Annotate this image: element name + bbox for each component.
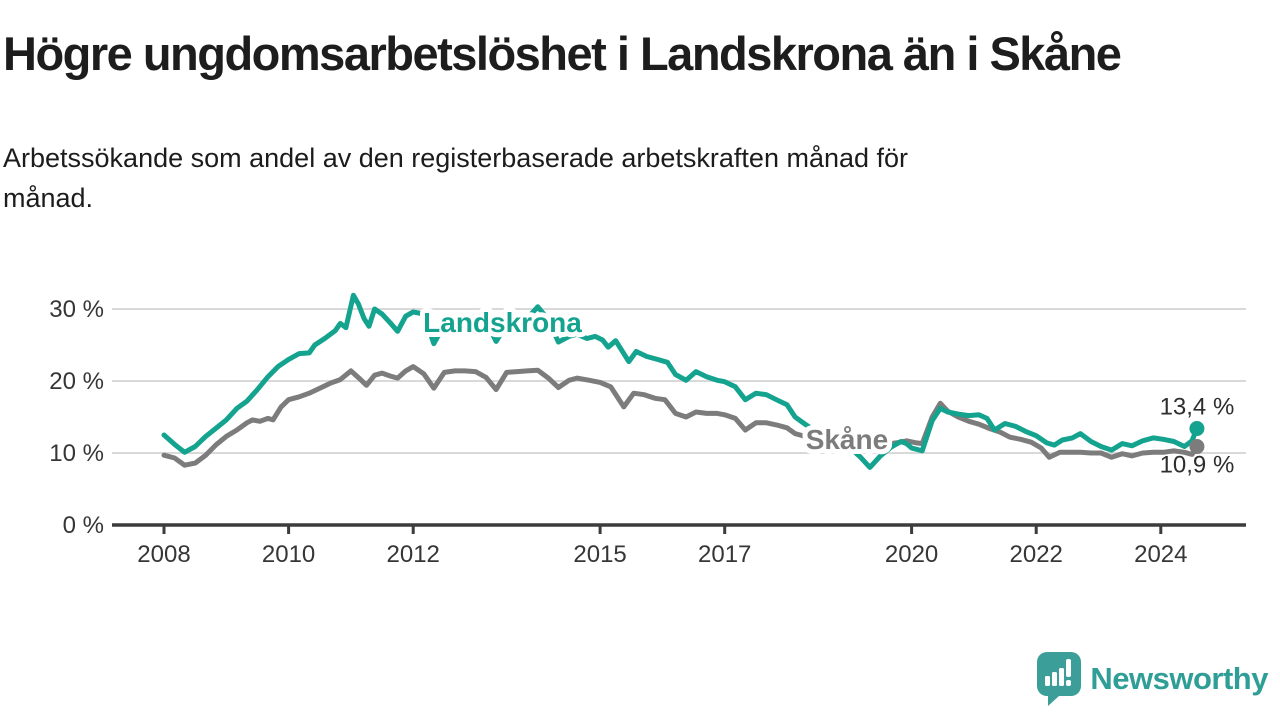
end-value-label-skane: 10,9 % (1160, 452, 1235, 479)
y-tick-label: 0 % (63, 512, 104, 539)
logo-bars-icon (1045, 659, 1072, 686)
x-tick-label: 2015 (573, 541, 626, 568)
series-line-skane (161, 364, 1200, 468)
x-tick-label: 2012 (387, 541, 440, 568)
chart-title: Högre ungdomsarbetslöshet i Landskrona ä… (3, 27, 1122, 80)
newsworthy-logo-text: Newsworthy (1090, 661, 1268, 696)
end-dot-skane (1189, 439, 1205, 455)
y-tick-label: 30 % (49, 296, 104, 323)
x-tick-label: 2022 (1010, 541, 1063, 568)
newsworthy-logo: Newsworthy (1037, 652, 1268, 706)
x-tick-label: 2008 (137, 541, 190, 568)
y-tick-label: 10 % (49, 440, 104, 467)
x-tick-label: 2017 (698, 541, 751, 568)
end-value-label-landskrona: 13,4 % (1160, 394, 1235, 421)
chart-subtitle: Arbetssökande som andel av den registerb… (3, 143, 909, 213)
series-label-landskrona: Landskrona (423, 307, 582, 338)
series-line-landskrona (161, 292, 1200, 470)
x-tick-label: 2010 (262, 541, 315, 568)
series-label-skane: Skåne (806, 424, 889, 455)
x-tick-label: 2024 (1134, 541, 1187, 568)
newsworthy-logo-icon (1037, 652, 1082, 706)
end-dot-landskrona (1189, 421, 1205, 437)
x-tick-label: 2020 (885, 541, 938, 568)
y-tick-label: 20 % (49, 368, 104, 395)
